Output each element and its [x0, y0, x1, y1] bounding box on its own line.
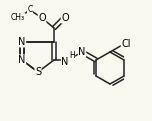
Text: N: N: [78, 47, 86, 57]
Text: N: N: [18, 37, 26, 47]
Text: C: C: [27, 5, 33, 15]
Text: Cl: Cl: [121, 39, 131, 49]
Text: H: H: [69, 52, 75, 60]
Text: O: O: [61, 13, 69, 23]
Text: CH₃: CH₃: [11, 14, 25, 23]
Text: N: N: [61, 57, 69, 67]
Text: S: S: [35, 67, 41, 77]
Text: O: O: [38, 13, 46, 23]
Text: N: N: [18, 55, 26, 65]
